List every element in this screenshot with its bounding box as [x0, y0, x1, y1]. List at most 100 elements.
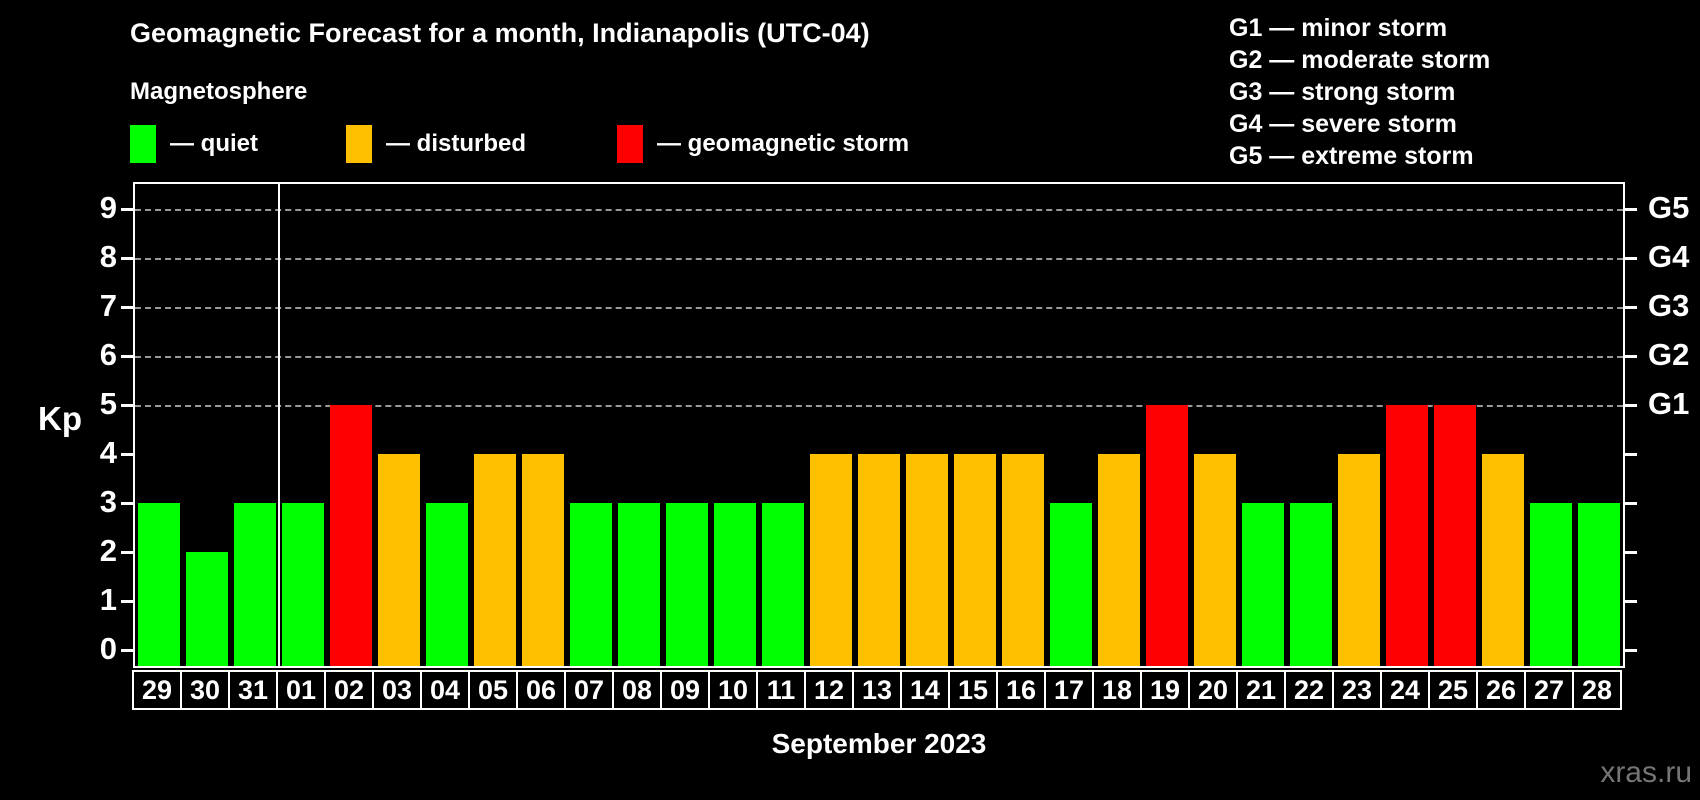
day-label-09: 09	[660, 670, 710, 710]
bar-day-05	[474, 454, 516, 666]
day-label-17: 17	[1044, 670, 1094, 710]
day-label-24: 24	[1380, 670, 1430, 710]
disturbed-swatch-icon	[346, 125, 372, 163]
g-scale-legend-line-g3: G3 — strong storm	[1229, 78, 1456, 106]
day-label-26: 26	[1476, 670, 1526, 710]
y-tick-right-2	[1625, 551, 1637, 554]
bar-day-02	[330, 405, 372, 666]
y-tick-left-0	[121, 649, 133, 652]
chart-title: Geomagnetic Forecast for a month, Indian…	[130, 18, 870, 48]
day-label-10: 10	[708, 670, 758, 710]
y-tick-right-9	[1625, 208, 1637, 211]
gridline-kp5	[135, 405, 1623, 407]
bar-day-16	[1002, 454, 1044, 666]
day-label-02: 02	[324, 670, 374, 710]
day-label-21: 21	[1236, 670, 1286, 710]
quiet-swatch-icon	[130, 125, 156, 163]
day-label-22: 22	[1284, 670, 1334, 710]
day-label-18: 18	[1092, 670, 1142, 710]
y-tick-right-4	[1625, 453, 1637, 456]
day-label-16: 16	[996, 670, 1046, 710]
y-tick-label-8: 8	[99, 239, 117, 274]
day-label-13: 13	[852, 670, 902, 710]
bar-day-03	[378, 454, 420, 666]
bar-day-01	[282, 503, 324, 666]
y-tick-label-7: 7	[99, 288, 117, 323]
bar-day-06	[522, 454, 564, 666]
bar-day-10	[714, 503, 756, 666]
storm-swatch-icon	[617, 125, 643, 163]
x-axis-title-month: September 2023	[771, 728, 987, 759]
day-label-20: 20	[1188, 670, 1238, 710]
day-label-23: 23	[1332, 670, 1382, 710]
bar-day-26	[1482, 454, 1524, 666]
y-tick-right-1	[1625, 600, 1637, 603]
day-label-08: 08	[612, 670, 662, 710]
y-tick-left-2	[121, 551, 133, 554]
bar-day-30	[186, 552, 228, 666]
g-scale-legend-line-g1: G1 — minor storm	[1229, 14, 1448, 42]
y-tick-label-9: 9	[99, 190, 117, 225]
gridline-kp7	[135, 307, 1623, 309]
bar-day-28	[1578, 503, 1620, 666]
y-tick-left-1	[121, 600, 133, 603]
bar-day-20	[1194, 454, 1236, 666]
legend-label-storm: — geomagnetic storm	[657, 130, 910, 157]
y-tick-right-7	[1625, 306, 1637, 309]
g-scale-axis-label-G4: G4	[1648, 239, 1690, 274]
bar-day-31	[234, 503, 276, 666]
bar-day-22	[1290, 503, 1332, 666]
bar-day-13	[858, 454, 900, 666]
y-tick-left-5	[121, 404, 133, 407]
g-scale-axis-label-G2: G2	[1648, 337, 1690, 372]
day-label-31: 31	[228, 670, 278, 710]
y-tick-right-5	[1625, 404, 1637, 407]
bar-day-29	[138, 503, 180, 666]
g-scale-axis-label-G5: G5	[1648, 190, 1690, 225]
y-tick-right-3	[1625, 502, 1637, 505]
gridline-kp6	[135, 356, 1623, 358]
y-tick-left-7	[121, 306, 133, 309]
y-tick-label-4: 4	[99, 435, 117, 470]
bar-day-14	[906, 454, 948, 666]
day-label-28: 28	[1572, 670, 1622, 710]
gridline-kp9	[135, 209, 1623, 211]
day-label-12: 12	[804, 670, 854, 710]
bar-day-25	[1434, 405, 1476, 666]
y-tick-left-9	[121, 208, 133, 211]
day-label-11: 11	[756, 670, 806, 710]
legend-item-disturbed: — disturbed	[346, 124, 526, 164]
gridline-kp8	[135, 258, 1623, 260]
day-label-01: 01	[276, 670, 326, 710]
y-tick-right-6	[1625, 355, 1637, 358]
bar-day-12	[810, 454, 852, 666]
day-label-27: 27	[1524, 670, 1574, 710]
y-tick-label-2: 2	[99, 533, 117, 568]
y-tick-left-4	[121, 453, 133, 456]
y-tick-right-8	[1625, 257, 1637, 260]
bar-day-17	[1050, 503, 1092, 666]
y-tick-label-6: 6	[99, 337, 117, 372]
y-tick-left-8	[121, 257, 133, 260]
bar-day-21	[1242, 503, 1284, 666]
bar-day-24	[1386, 405, 1428, 666]
day-label-04: 04	[420, 670, 470, 710]
bar-day-19	[1146, 405, 1188, 666]
day-label-30: 30	[180, 670, 230, 710]
bar-day-04	[426, 503, 468, 666]
day-label-25: 25	[1428, 670, 1478, 710]
g-scale-legend-line-g5: G5 — extreme storm	[1229, 142, 1474, 170]
legend-item-quiet: — quiet	[130, 124, 258, 164]
legend-label-disturbed: — disturbed	[386, 130, 527, 157]
y-tick-label-5: 5	[99, 386, 117, 421]
day-label-14: 14	[900, 670, 950, 710]
day-label-05: 05	[468, 670, 518, 710]
plot-area	[133, 182, 1625, 668]
g-scale-legend-line-g2: G2 — moderate storm	[1229, 46, 1491, 74]
day-label-29: 29	[132, 670, 182, 710]
y-tick-right-0	[1625, 649, 1637, 652]
g-scale-legend-line-g4: G4 — severe storm	[1229, 110, 1457, 138]
g-scale-legend: G1 — minor storm G2 — moderate storm G3 …	[1229, 12, 1490, 172]
day-label-03: 03	[372, 670, 422, 710]
bar-day-23	[1338, 454, 1380, 666]
